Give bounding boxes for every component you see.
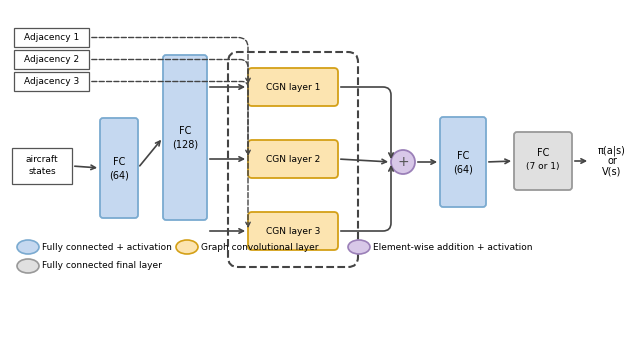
Ellipse shape: [348, 240, 370, 254]
FancyBboxPatch shape: [100, 118, 138, 218]
FancyBboxPatch shape: [248, 68, 338, 106]
FancyBboxPatch shape: [514, 132, 572, 190]
Text: aircraft: aircraft: [26, 155, 58, 165]
Ellipse shape: [176, 240, 198, 254]
Circle shape: [391, 150, 415, 174]
Text: Fully connected final layer: Fully connected final layer: [42, 262, 162, 270]
Text: FC: FC: [179, 126, 191, 137]
Text: FC: FC: [537, 148, 549, 158]
Text: CGN layer 3: CGN layer 3: [266, 226, 320, 236]
Bar: [12, 148, 72, 184]
Bar: [14, 50, 89, 69]
Text: CGN layer 2: CGN layer 2: [266, 154, 320, 164]
Text: FC: FC: [457, 151, 469, 161]
Text: (7 or 1): (7 or 1): [526, 163, 560, 171]
Bar: [14, 72, 89, 91]
Text: CGN layer 1: CGN layer 1: [266, 82, 320, 92]
Text: Fully connected + activation: Fully connected + activation: [42, 242, 172, 251]
Text: states: states: [28, 168, 56, 176]
Text: (128): (128): [172, 140, 198, 149]
FancyBboxPatch shape: [163, 55, 207, 220]
Text: (64): (64): [453, 164, 473, 174]
Text: +: +: [397, 155, 409, 169]
Bar: [14, 28, 89, 47]
Ellipse shape: [17, 240, 39, 254]
Text: V(s): V(s): [602, 166, 621, 176]
Text: Element-wise addition + activation: Element-wise addition + activation: [373, 242, 532, 251]
FancyBboxPatch shape: [248, 212, 338, 250]
Text: Graph convolutional layer: Graph convolutional layer: [201, 242, 319, 251]
FancyBboxPatch shape: [248, 140, 338, 178]
Text: Adjacency 3: Adjacency 3: [24, 77, 79, 86]
Text: or: or: [607, 156, 617, 166]
Text: Adjacency 1: Adjacency 1: [24, 33, 79, 42]
Text: (64): (64): [109, 170, 129, 180]
Text: FC: FC: [113, 157, 125, 167]
Ellipse shape: [17, 259, 39, 273]
Text: π(a|s): π(a|s): [598, 146, 626, 156]
Text: Adjacency 2: Adjacency 2: [24, 55, 79, 64]
FancyBboxPatch shape: [440, 117, 486, 207]
